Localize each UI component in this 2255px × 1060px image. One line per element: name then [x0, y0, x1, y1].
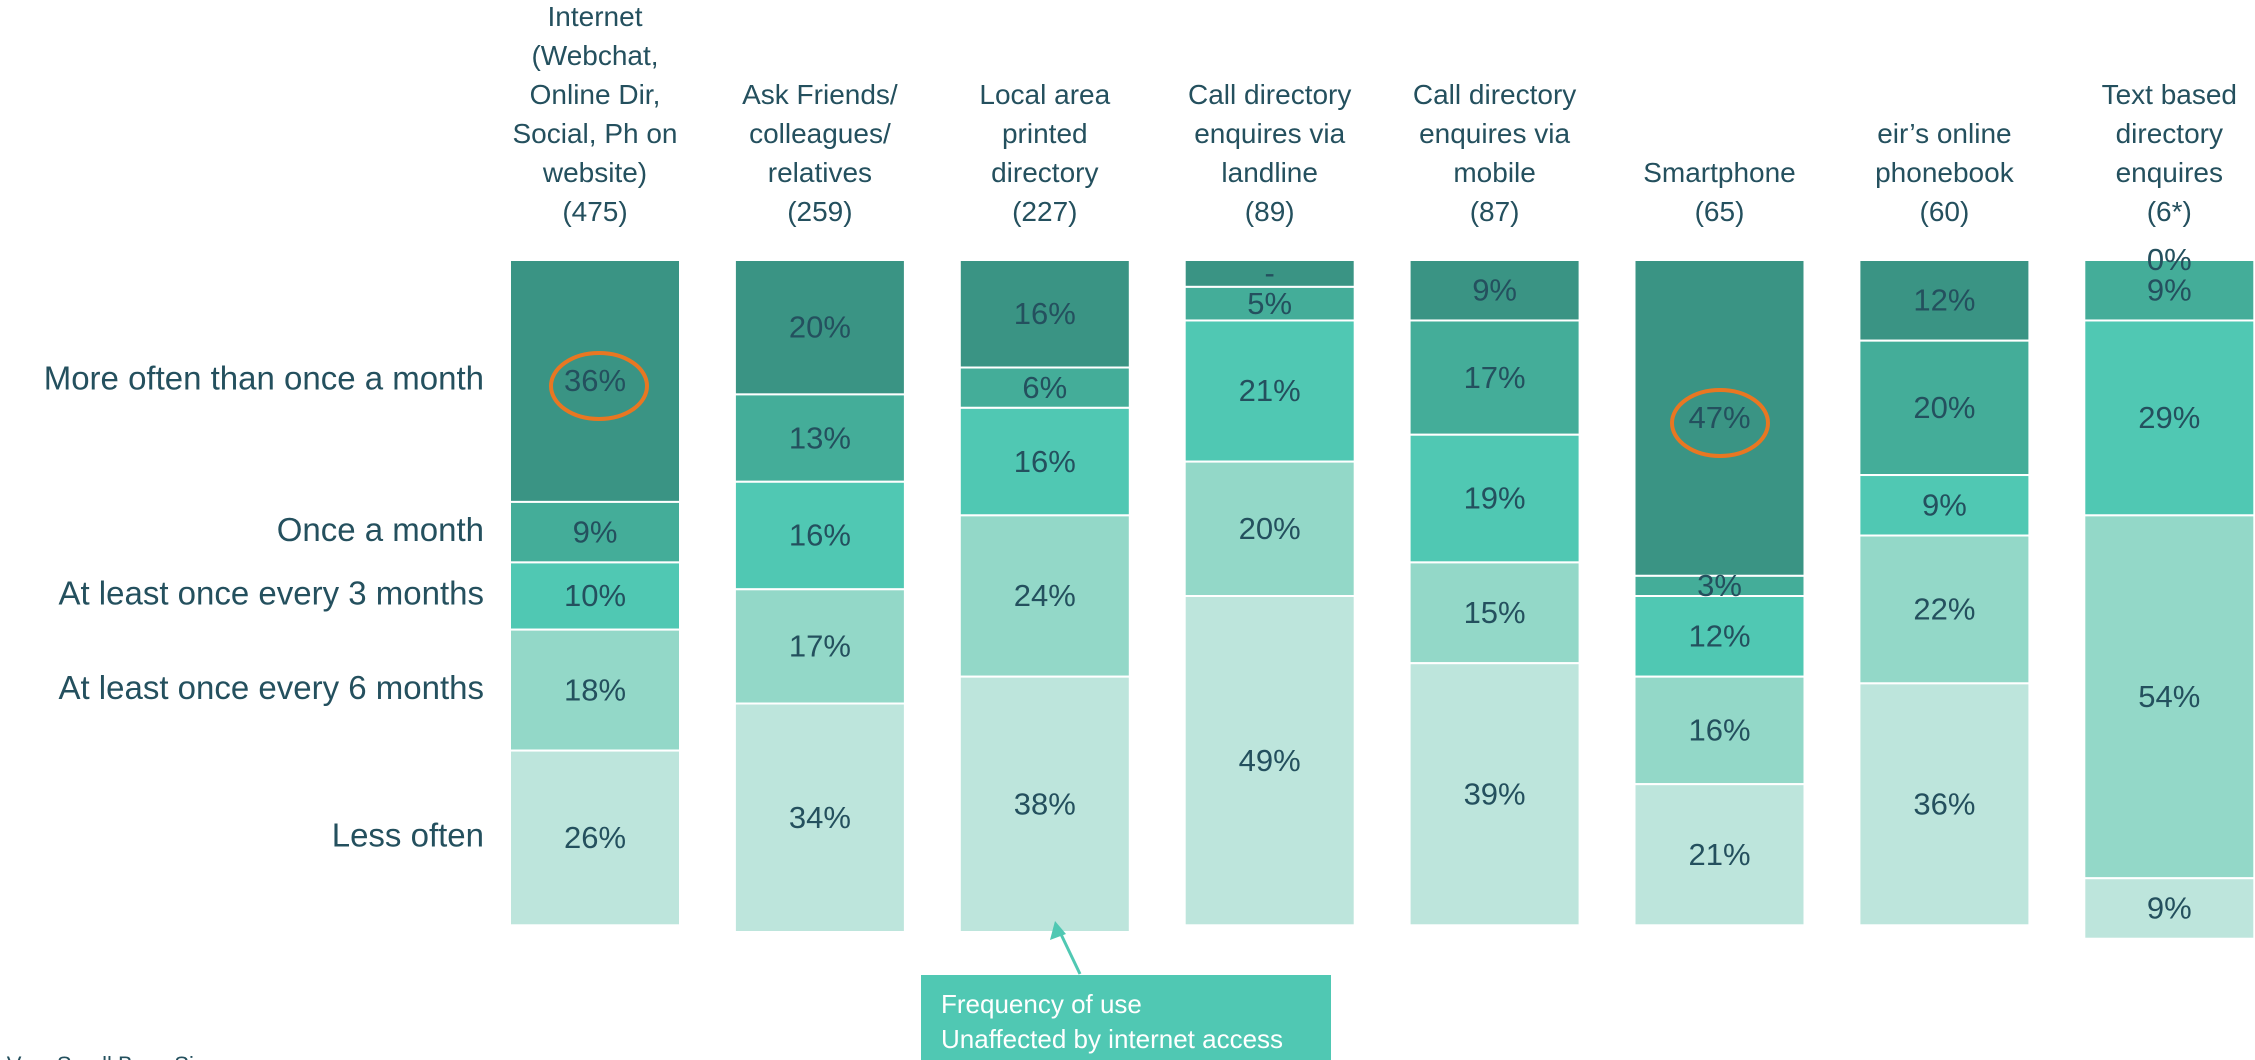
value-label: 12% — [1913, 283, 1975, 318]
x-tick-label: Internet (Webchat, Online Dir, Social, Ph o… — [513, 1, 678, 227]
bar-segment — [1633, 783, 1806, 927]
value-label: 39% — [1464, 776, 1526, 811]
value-label: 19% — [1464, 481, 1526, 516]
bar-segment — [1633, 675, 1806, 786]
value-label: 18% — [564, 672, 626, 707]
x-tick-label: Text based directory enquires (6*) — [2102, 79, 2237, 227]
x-tick-label: Ask Friends/colleagues/relatives (259) — [742, 79, 898, 227]
x-tick-label: eir’s online phonebook (60) — [1875, 118, 2015, 227]
bar-segment — [958, 514, 1131, 678]
value-label: 13% — [789, 420, 851, 455]
bar-segment — [1858, 682, 2031, 927]
bar-segment — [1858, 259, 2031, 342]
footnote: *: Very Small Base Size — [0, 1052, 217, 1060]
x-tick-label: Smartphone (65) — [1643, 157, 1796, 227]
bar-segment — [733, 259, 906, 396]
bar-segment — [1408, 319, 1581, 436]
value-label: 9% — [2147, 272, 2192, 307]
legend-label: At least once every 6 months — [58, 669, 484, 706]
bar-segment — [509, 500, 681, 564]
value-label: 9% — [573, 514, 618, 549]
annotation-arrow — [1056, 927, 1082, 975]
value-label: 21% — [1239, 373, 1301, 408]
bar-segment — [1183, 259, 1356, 288]
bar-segment — [1858, 474, 2031, 537]
value-label: 10% — [564, 578, 626, 613]
value-label: 17% — [789, 629, 851, 664]
bar-segment — [958, 259, 1131, 369]
highlight-circle — [549, 351, 649, 421]
bar-segment — [509, 628, 681, 752]
value-label: 36% — [564, 363, 626, 398]
bar-segment — [1633, 595, 1806, 678]
bar-segment — [509, 259, 681, 503]
bar-segment — [1408, 259, 1581, 322]
bar-segment — [2083, 319, 2255, 517]
value-label: 0% — [2147, 242, 2192, 277]
bar-segment — [1183, 595, 1356, 927]
bar-segment — [1408, 561, 1581, 665]
value-label: 38% — [1014, 787, 1076, 822]
value-label: 16% — [789, 518, 851, 553]
bar-segment — [1408, 662, 1581, 927]
value-label: 54% — [2138, 679, 2200, 714]
value-label: 5% — [1247, 286, 1292, 321]
bar-segment — [958, 675, 1131, 934]
bar-segment — [2083, 877, 2255, 940]
value-label: 16% — [1014, 444, 1076, 479]
annotation-arrowhead — [1050, 921, 1066, 940]
value-label: 34% — [789, 800, 851, 835]
bar-segment — [509, 749, 681, 927]
value-label: 9% — [1472, 272, 1517, 307]
value-label: 12% — [1688, 619, 1750, 654]
value-label: - — [1265, 256, 1275, 291]
x-tick-label: Call directory enquires via landline (89) — [1188, 79, 1351, 227]
value-label: 20% — [1913, 390, 1975, 425]
value-label: 9% — [1922, 487, 1967, 522]
bar-segment — [733, 480, 906, 591]
bar-segment — [1858, 339, 2031, 477]
value-label: 21% — [1688, 837, 1750, 872]
bars — [509, 259, 2255, 940]
value-label: 49% — [1239, 743, 1301, 778]
legend-label: Once a month — [277, 511, 484, 548]
highlight-circle — [1670, 388, 1770, 458]
annotation-text: Frequency of use Unaffected by internet a… — [941, 989, 1283, 1054]
value-label: 24% — [1014, 578, 1076, 613]
value-label: 36% — [1913, 787, 1975, 822]
annotation-box — [921, 975, 1331, 1060]
value-label: 16% — [1014, 296, 1076, 331]
x-tick-label: Call directory enquires via mobile (87) — [1413, 79, 1576, 227]
bar-segment — [1633, 259, 1806, 577]
bar-segment — [958, 366, 1131, 409]
value-label: 3% — [1697, 568, 1742, 603]
bar-segment — [1183, 319, 1356, 463]
value-label: 16% — [1688, 713, 1750, 748]
bar-segment — [1183, 460, 1356, 597]
value-label: 26% — [564, 820, 626, 855]
x-tick-label: Local area printed directory (227) — [979, 79, 1110, 227]
legend-label: More often than once a month — [44, 360, 484, 397]
value-label: 22% — [1913, 592, 1975, 627]
bar-segment — [509, 561, 681, 631]
value-label: 47% — [1688, 400, 1750, 435]
bar-segment — [733, 702, 906, 934]
value-label: 20% — [1239, 511, 1301, 546]
bar-segment — [1183, 285, 1356, 322]
bar-segment — [1408, 433, 1581, 564]
value-label: 6% — [1022, 370, 1067, 405]
value-label: 29% — [2138, 400, 2200, 435]
legend-label: At least once every 3 months — [58, 575, 484, 612]
legend-label: Less often — [332, 817, 484, 854]
value-label: 17% — [1464, 360, 1526, 395]
value-label: 9% — [2147, 891, 2192, 926]
value-label: 15% — [1464, 595, 1526, 630]
value-label: 20% — [789, 309, 851, 344]
